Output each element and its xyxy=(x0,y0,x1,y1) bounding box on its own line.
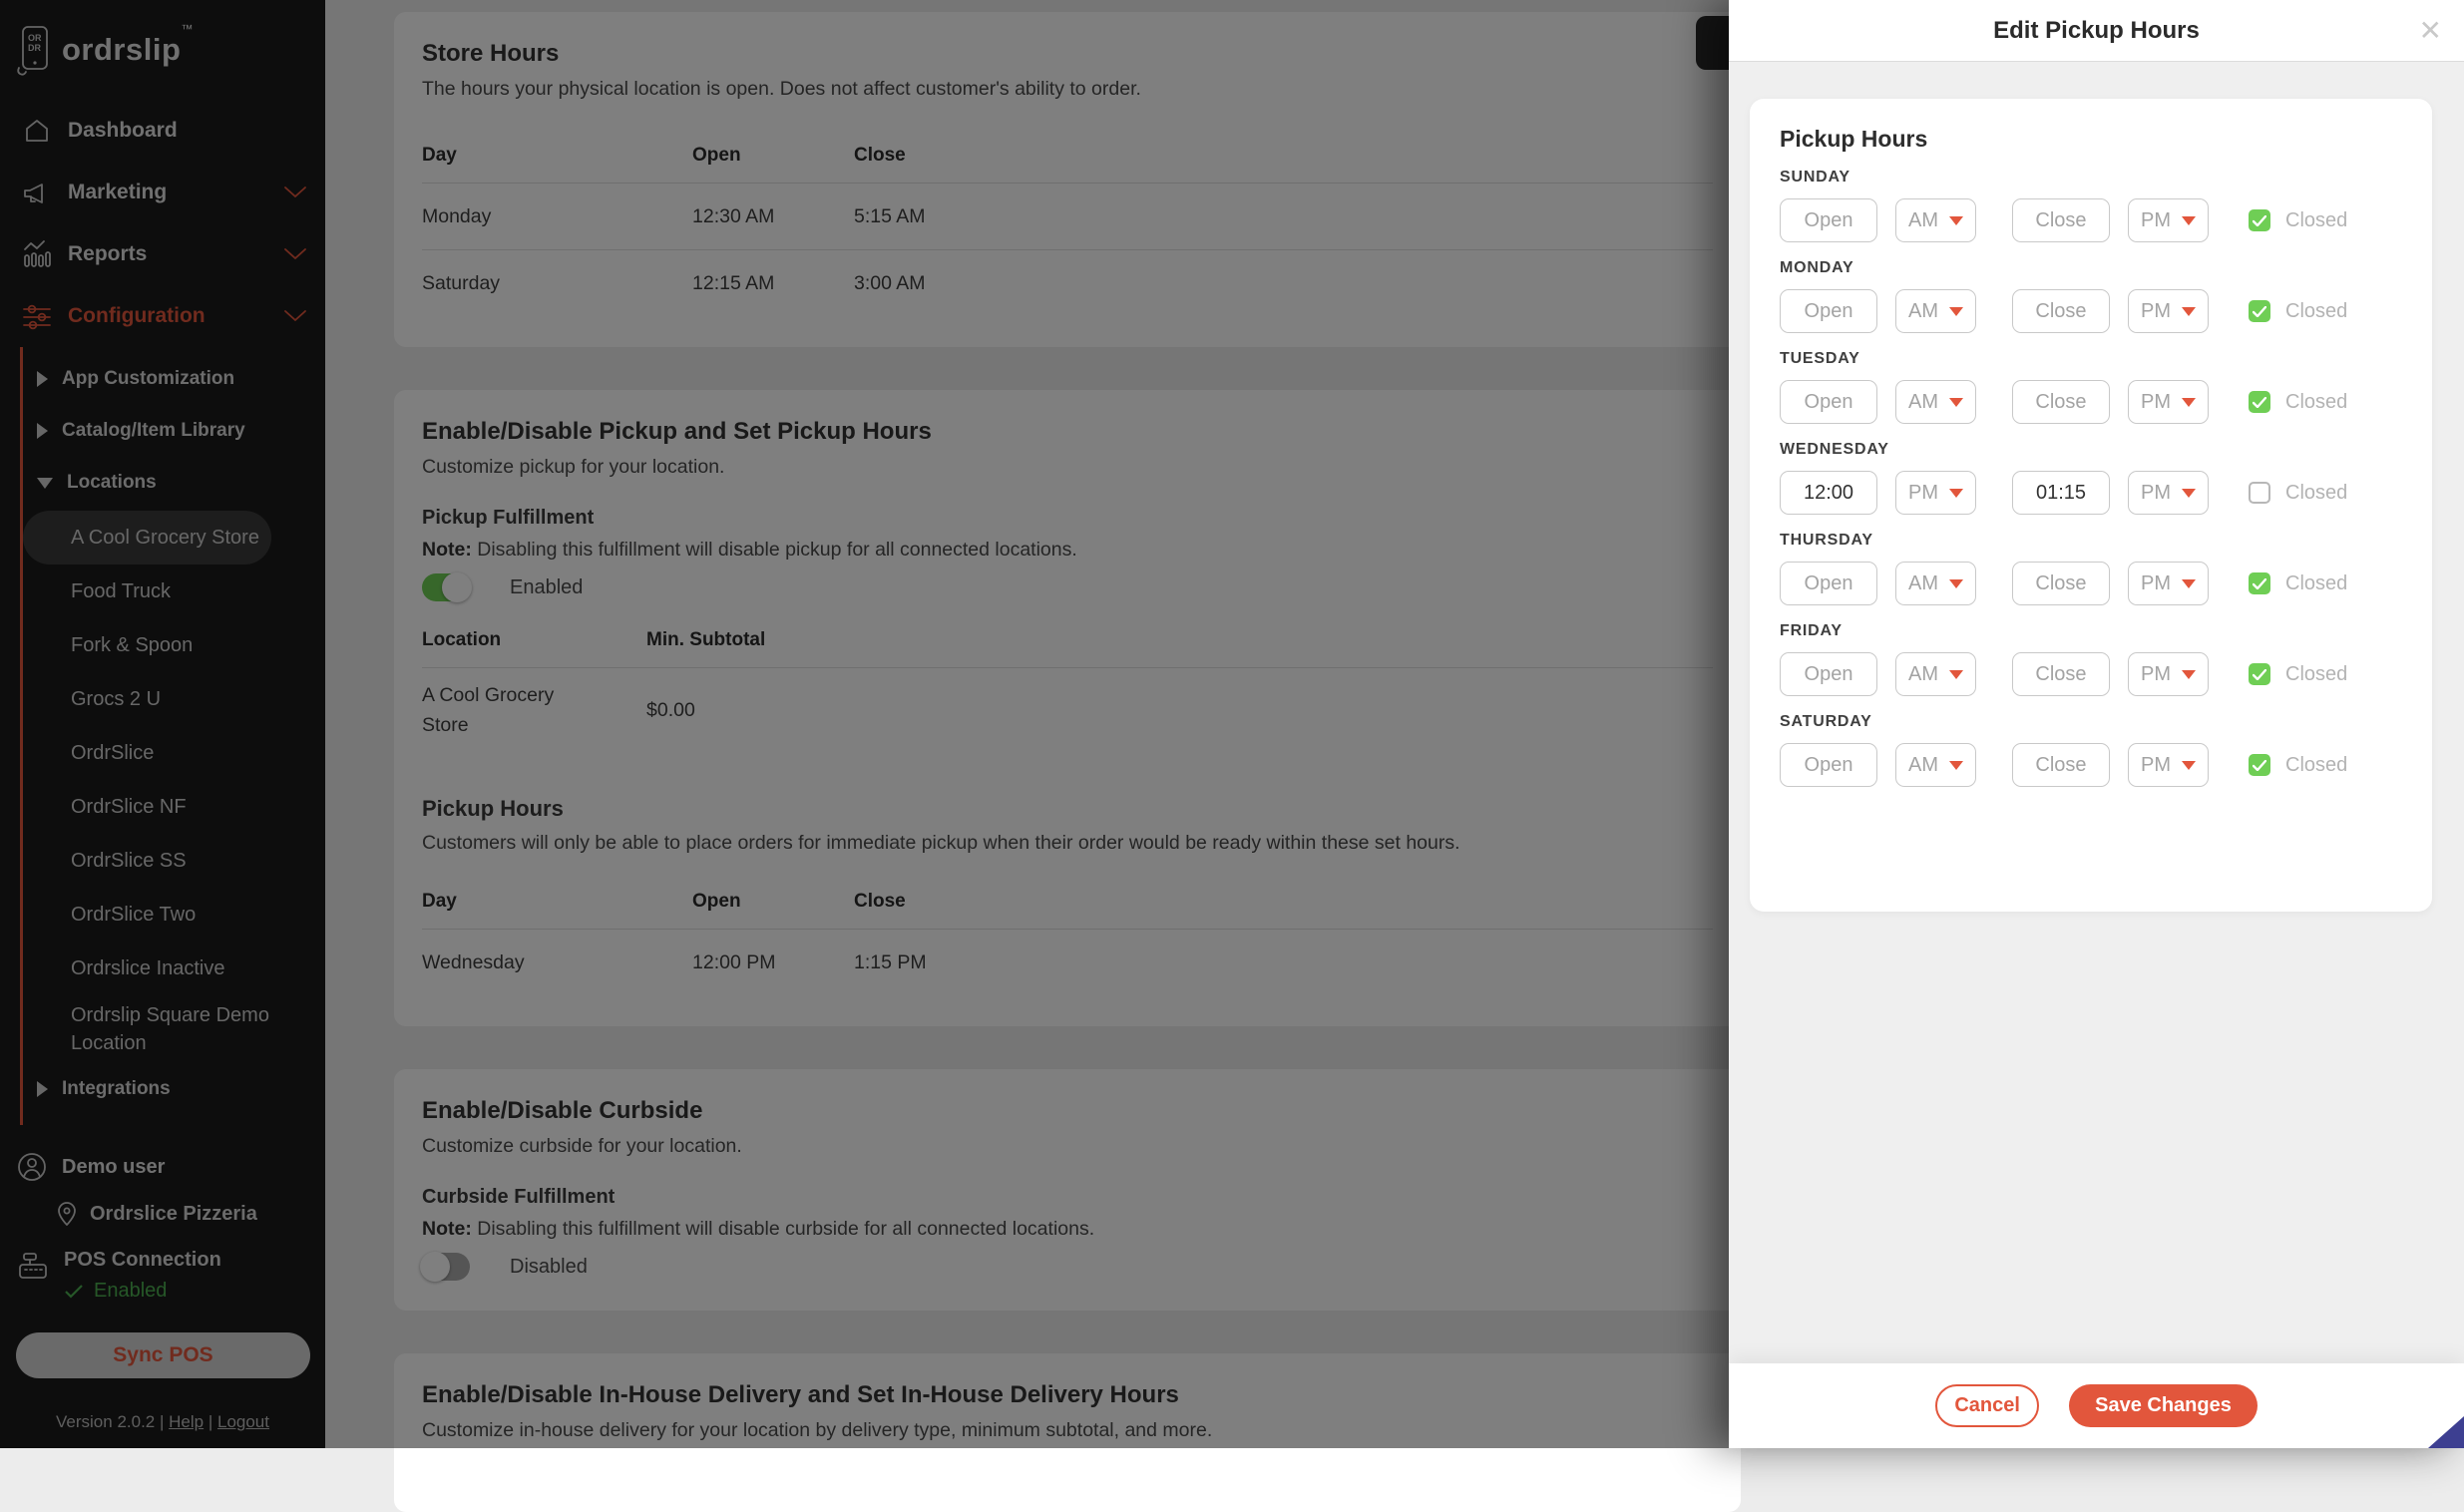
open-ampm-select[interactable]: AM xyxy=(1895,652,1976,696)
caret-down-icon xyxy=(2182,760,2196,770)
day-row-thursday: THURSDAY Open AM Close PM Closed xyxy=(1780,532,2432,605)
open-time-input[interactable]: Open xyxy=(1780,743,1877,787)
caret-down-icon xyxy=(2182,488,2196,498)
caret-down-icon xyxy=(2182,215,2196,225)
day-label: TUESDAY xyxy=(1780,350,1860,367)
cancel-button[interactable]: Cancel xyxy=(1935,1384,2040,1427)
day-label: FRIDAY xyxy=(1780,622,1843,639)
ampm-value: PM xyxy=(2141,208,2171,231)
day-row-saturday: SATURDAY Open AM Close PM Closed xyxy=(1780,713,2432,787)
ampm-value: AM xyxy=(1908,662,1938,685)
close-ampm-select[interactable]: PM xyxy=(2128,471,2209,515)
open-ampm-select[interactable]: PM xyxy=(1895,471,1976,515)
ampm-value: PM xyxy=(2141,571,2171,594)
close-time-input[interactable]: Close xyxy=(2012,198,2110,242)
close-time-input[interactable]: Close xyxy=(2012,289,2110,333)
caret-down-icon xyxy=(2182,578,2196,588)
close-time-input[interactable]: Close xyxy=(2012,743,2110,787)
open-time-input[interactable]: Open xyxy=(1780,652,1877,696)
closed-checkbox[interactable] xyxy=(2249,663,2270,685)
day-row-wednesday: WEDNESDAY 12:00 PM 01:15 PM Closed xyxy=(1780,441,2432,515)
editor-card-title: Pickup Hours xyxy=(1780,126,1928,152)
open-time-input[interactable]: Open xyxy=(1780,198,1877,242)
day-row-tuesday: TUESDAY Open AM Close PM Closed xyxy=(1780,350,2432,424)
pickup-hours-editor-card: Pickup Hours SUNDAY Open AM Close PM Clo… xyxy=(1750,99,2432,912)
close-ampm-select[interactable]: PM xyxy=(2128,289,2209,333)
day-label: WEDNESDAY xyxy=(1780,441,1889,458)
closed-label: Closed xyxy=(2285,390,2348,413)
ampm-value: PM xyxy=(2141,299,2171,322)
caret-down-icon xyxy=(1949,397,1963,407)
open-time-input[interactable]: 12:00 xyxy=(1780,471,1877,515)
ampm-value: PM xyxy=(2141,390,2171,413)
drawer-header: Edit Pickup Hours ✕ xyxy=(1729,0,2464,62)
open-ampm-select[interactable]: AM xyxy=(1895,198,1976,242)
closed-label: Closed xyxy=(2285,662,2348,685)
closed-label: Closed xyxy=(2285,571,2348,594)
closed-checkbox[interactable] xyxy=(2249,391,2270,413)
close-time-input[interactable]: Close xyxy=(2012,652,2110,696)
closed-label: Closed xyxy=(2285,208,2348,231)
day-label: SATURDAY xyxy=(1780,713,1872,730)
closed-checkbox[interactable] xyxy=(2249,754,2270,776)
closed-label: Closed xyxy=(2285,481,2348,504)
ampm-value: PM xyxy=(2141,662,2171,685)
caret-down-icon xyxy=(1949,306,1963,316)
corner-illustration xyxy=(2428,1416,2464,1448)
caret-down-icon xyxy=(1949,669,1963,679)
close-ampm-select[interactable]: PM xyxy=(2128,562,2209,605)
closed-checkbox[interactable] xyxy=(2249,572,2270,594)
open-time-input[interactable]: Open xyxy=(1780,562,1877,605)
close-icon[interactable]: ✕ xyxy=(2418,14,2442,46)
day-label: SUNDAY xyxy=(1780,169,1850,186)
close-time-input[interactable]: Close xyxy=(2012,562,2110,605)
close-ampm-select[interactable]: PM xyxy=(2128,198,2209,242)
drawer-footer: Cancel Save Changes xyxy=(1729,1363,2464,1448)
ampm-value: AM xyxy=(1908,390,1938,413)
ampm-value: AM xyxy=(1908,299,1938,322)
day-row-sunday: SUNDAY Open AM Close PM Closed xyxy=(1780,169,2432,242)
edit-pickup-hours-drawer: Edit Pickup Hours ✕ Pickup Hours SUNDAY … xyxy=(1729,0,2464,1448)
ampm-value: PM xyxy=(2141,481,2171,504)
ampm-value: PM xyxy=(2141,753,2171,776)
close-ampm-select[interactable]: PM xyxy=(2128,380,2209,424)
open-time-input[interactable]: Open xyxy=(1780,380,1877,424)
open-time-input[interactable]: Open xyxy=(1780,289,1877,333)
caret-down-icon xyxy=(1949,215,1963,225)
drawer-title: Edit Pickup Hours xyxy=(1993,16,2200,44)
day-label: THURSDAY xyxy=(1780,532,1873,549)
close-ampm-select[interactable]: PM xyxy=(2128,743,2209,787)
open-ampm-select[interactable]: AM xyxy=(1895,562,1976,605)
closed-checkbox[interactable] xyxy=(2249,209,2270,231)
day-row-monday: MONDAY Open AM Close PM Closed xyxy=(1780,259,2432,333)
save-changes-button[interactable]: Save Changes xyxy=(2069,1384,2258,1427)
caret-down-icon xyxy=(1949,760,1963,770)
ampm-value: PM xyxy=(1908,481,1938,504)
close-time-input[interactable]: Close xyxy=(2012,380,2110,424)
open-ampm-select[interactable]: AM xyxy=(1895,289,1976,333)
ampm-value: AM xyxy=(1908,571,1938,594)
day-label: MONDAY xyxy=(1780,259,1854,276)
open-ampm-select[interactable]: AM xyxy=(1895,380,1976,424)
close-time-input[interactable]: 01:15 xyxy=(2012,471,2110,515)
modal-backdrop[interactable] xyxy=(0,0,1729,1448)
ampm-value: AM xyxy=(1908,208,1938,231)
ampm-value: AM xyxy=(1908,753,1938,776)
caret-down-icon xyxy=(2182,669,2196,679)
close-ampm-select[interactable]: PM xyxy=(2128,652,2209,696)
closed-checkbox[interactable] xyxy=(2249,482,2270,504)
day-row-friday: FRIDAY Open AM Close PM Closed xyxy=(1780,622,2432,696)
closed-label: Closed xyxy=(2285,299,2348,322)
caret-down-icon xyxy=(2182,397,2196,407)
closed-label: Closed xyxy=(2285,753,2348,776)
caret-down-icon xyxy=(1949,488,1963,498)
closed-checkbox[interactable] xyxy=(2249,300,2270,322)
caret-down-icon xyxy=(2182,306,2196,316)
open-ampm-select[interactable]: AM xyxy=(1895,743,1976,787)
caret-down-icon xyxy=(1949,578,1963,588)
